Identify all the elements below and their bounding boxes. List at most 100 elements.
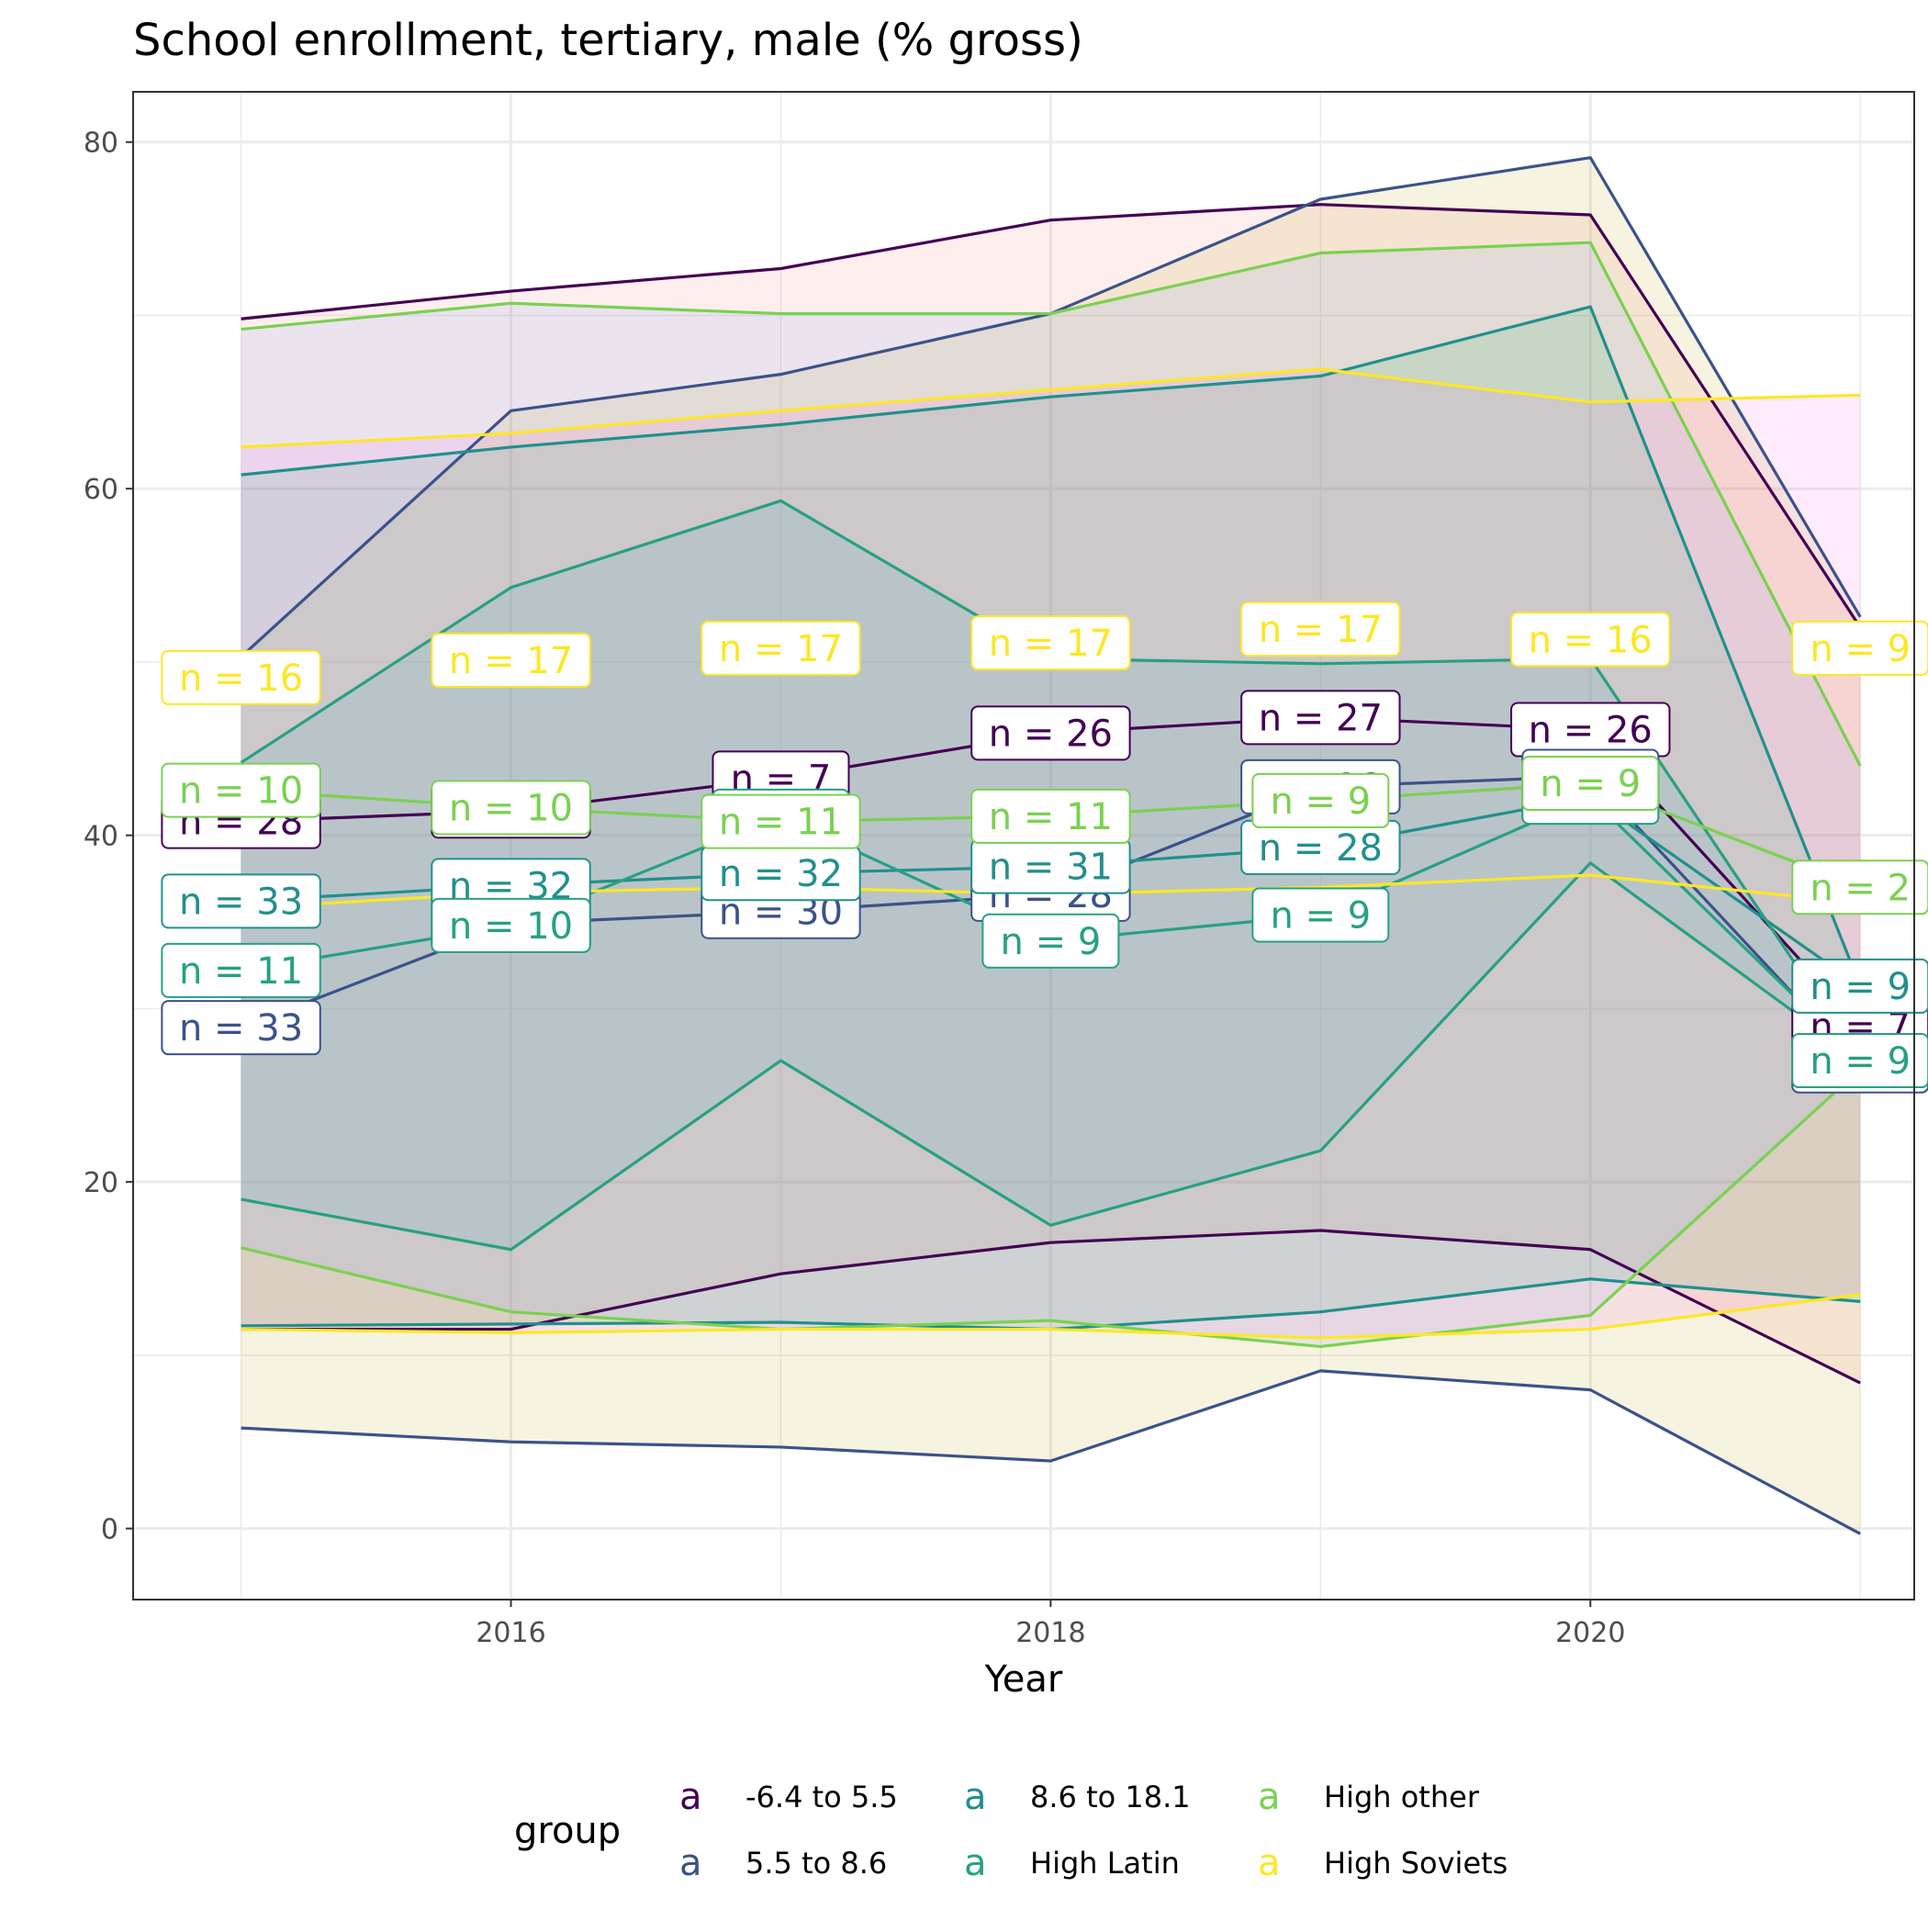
legend-title: group (514, 1810, 621, 1852)
n-label-text: n = 11 (179, 950, 303, 993)
n-label-text: n = 17 (449, 640, 573, 682)
n-label-text: n = 9 (1540, 763, 1641, 805)
n-label: n = 33 (161, 873, 321, 929)
n-label-text: n = 10 (449, 905, 573, 948)
n-label-text: n = 16 (179, 657, 303, 700)
x-axis-title: Year (984, 1658, 1063, 1701)
n-label: n = 27 (1240, 690, 1401, 746)
n-label-text: n = 9 (1810, 1040, 1911, 1083)
x-tick-label: 2020 (1555, 1617, 1625, 1649)
n-label: n = 10 (431, 780, 591, 836)
n-label: n = 9 (981, 913, 1120, 969)
n-label: n = 17 (701, 620, 861, 676)
legend-key: a (1258, 1776, 1281, 1818)
legend-label: High other (1324, 1780, 1480, 1814)
n-label: n = 16 (1510, 612, 1671, 668)
n-label-box (431, 897, 591, 953)
n-label: n = 9 (1791, 1033, 1928, 1089)
n-label-box (970, 705, 1131, 761)
n-label: n = 16 (161, 649, 321, 705)
n-label: n = 11 (701, 793, 861, 849)
y-tick-label: 0 (101, 1514, 118, 1546)
n-label-text: n = 17 (989, 623, 1113, 665)
n-label-text: n = 31 (989, 847, 1113, 889)
series-line-upper (241, 203, 1862, 629)
n-label: n = 9 (1791, 620, 1928, 676)
n-label-box (1521, 756, 1660, 812)
series-line-upper (241, 367, 1861, 449)
y-tick-label: 20 (84, 1167, 118, 1199)
legend-key: a (679, 1776, 702, 1818)
n-label: n = 33 (161, 1000, 321, 1056)
series-line-lower (241, 1293, 1861, 1340)
n-label: n = 9 (1791, 958, 1928, 1014)
n-label-text: n = 27 (1259, 697, 1383, 739)
n-label-box (1791, 1033, 1928, 1089)
n-label-box (161, 762, 321, 818)
y-tick-label: 80 (84, 128, 118, 160)
n-label-box (701, 620, 861, 676)
n-label-box (1791, 859, 1928, 915)
chart-title: School enrollment, tertiary, male (% gro… (133, 15, 1083, 66)
n-label: n = 9 (1251, 772, 1390, 828)
n-label-box (161, 942, 321, 998)
n-label-text: n = 9 (1270, 894, 1371, 937)
legend-key: a (679, 1842, 702, 1884)
legend-key: a (964, 1842, 987, 1884)
legend-label: High Soviets (1324, 1846, 1508, 1881)
plot-labels: n = 28n = 28n = 7n = 26n = 27n = 26n = 7… (161, 601, 1928, 1094)
legend-item: a 8.6 to 18.1 (964, 1776, 1191, 1818)
n-label-box (161, 873, 321, 929)
n-label: n = 10 (431, 897, 591, 953)
n-label-box (1251, 772, 1390, 828)
n-label-text: n = 17 (1259, 609, 1383, 651)
n-label: n = 28 (1240, 819, 1401, 875)
n-label-box (701, 793, 861, 849)
legend-item: a High Soviets (1258, 1842, 1508, 1884)
plot-border (132, 91, 1915, 1601)
n-label-text: n = 33 (179, 881, 303, 923)
n-label-box (970, 788, 1131, 844)
n-label-box (1251, 887, 1390, 943)
y-tick-label: 40 (84, 821, 118, 853)
n-label-text: n = 32 (719, 853, 843, 895)
n-label-text: n = 16 (1529, 619, 1653, 661)
legend-key: a (1258, 1842, 1281, 1884)
n-label-text: n = 11 (989, 796, 1113, 838)
n-label-box (1510, 612, 1671, 668)
legend-label: -6.4 to 5.5 (745, 1780, 898, 1814)
n-label-box (1240, 690, 1401, 746)
legend: group a -6.4 to 5.5 a 5.5 to 8.6 a 8.6 to 18.… (514, 1776, 1508, 1884)
y-tick-label: 60 (84, 474, 118, 506)
n-label-box (970, 615, 1131, 671)
n-label: n = 2 (1791, 859, 1928, 915)
x-tick-label: 2018 (1015, 1617, 1085, 1649)
n-label: n = 31 (970, 838, 1131, 894)
legend-label: High Latin (1030, 1846, 1180, 1881)
legend-item: a High Latin (964, 1842, 1180, 1884)
series-line-lower (241, 1369, 1861, 1535)
n-label-text: n = 26 (989, 713, 1113, 755)
n-label-box (981, 913, 1120, 969)
x-tick-label: 2016 (476, 1617, 545, 1649)
n-label-text: n = 17 (719, 628, 843, 670)
legend-item: a High other (1258, 1776, 1480, 1818)
legend-label: 5.5 to 8.6 (745, 1846, 887, 1881)
n-label-text: n = 28 (1259, 827, 1383, 870)
n-label-box (431, 780, 591, 836)
n-label: n = 9 (1251, 887, 1390, 943)
n-label: n = 32 (701, 846, 861, 902)
n-label-text: n = 9 (1270, 781, 1371, 823)
n-label-box (431, 633, 591, 689)
series-line-lower (241, 861, 1862, 1252)
legend-key: a (964, 1776, 987, 1818)
n-label-box (161, 1000, 321, 1056)
legend-item: a -6.4 to 5.5 (679, 1776, 898, 1818)
n-label-box (161, 649, 321, 705)
n-label-box (1791, 958, 1928, 1014)
series-line-lower (241, 1229, 1861, 1385)
n-label-text: n = 11 (719, 802, 843, 844)
n-label-text: n = 10 (179, 770, 303, 813)
